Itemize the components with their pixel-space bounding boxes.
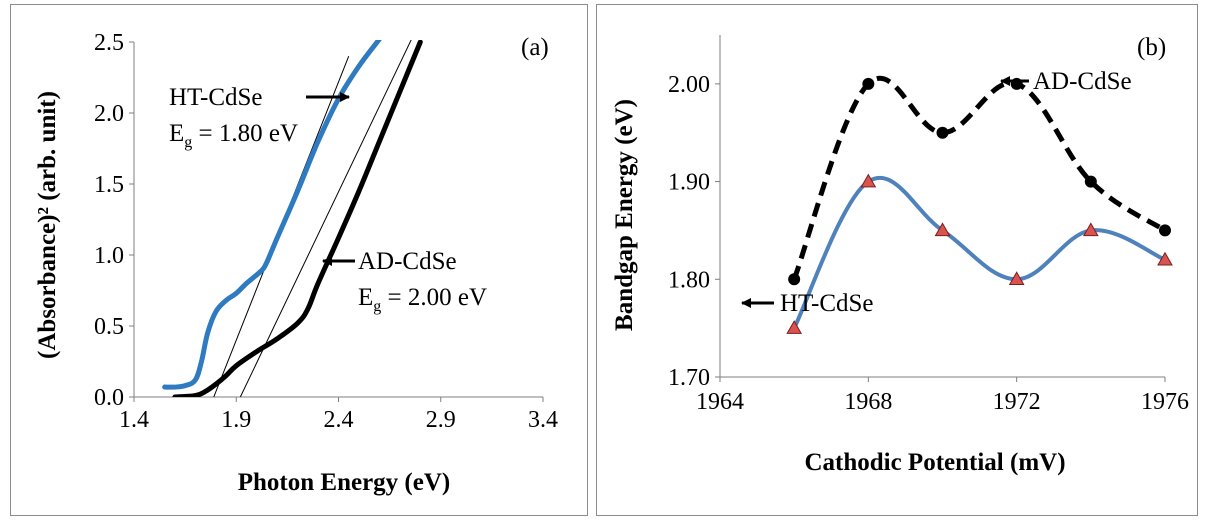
y-tick-label-a: 1.5 xyxy=(94,172,124,198)
plot-area-a xyxy=(162,40,423,397)
y-tick-label-a: 1.0 xyxy=(94,243,124,269)
ad-cdse-label: AD-CdSe xyxy=(358,248,457,275)
eg-subscript: g xyxy=(184,134,192,151)
y-axis-title-b: Bandgap Energy (eV) xyxy=(611,99,638,331)
x-tick-label-b: 1968 xyxy=(844,389,892,415)
x-tick-label-a: 2.9 xyxy=(426,407,456,433)
ht-cdse-point xyxy=(934,222,951,237)
y-tick-label-a: 0.5 xyxy=(94,314,124,340)
x-tick-label-b: 1964 xyxy=(696,389,744,415)
y-tick-label-b: 2.00 xyxy=(668,72,710,98)
series-ht-cdse-line xyxy=(162,40,382,390)
eg-subscript: g xyxy=(373,298,381,315)
chart-b-svg: 1.70 1.80 1.90 2.00 1964 1968 1972 1976 AD-CdSe H… xyxy=(611,34,1189,476)
eg-value: = 2.00 eV xyxy=(381,284,487,311)
y-tick-label-a: 2.5 xyxy=(94,30,124,56)
panel-b-label: (b) xyxy=(1137,34,1166,61)
ad-cdse-point xyxy=(1159,224,1171,237)
y-tick-label-a: 2.0 xyxy=(94,101,124,127)
chart-a-svg: 0.0 0.5 1.0 1.5 2.0 2.5 1.4 1.9 2.4 2.9 3.4 HT-CdSe… xyxy=(34,30,558,496)
ad-cdse-point xyxy=(1084,175,1097,188)
x-axis-title-b: Cathodic Potential (mV) xyxy=(804,449,1065,476)
ad-cdse-point xyxy=(862,77,875,90)
ht-cdse-label: HT-CdSe xyxy=(169,84,263,111)
x-axis-title-a: Photon Energy (eV) xyxy=(238,469,450,496)
ad-cdse-point xyxy=(936,126,949,139)
ht-cdse-point xyxy=(786,320,803,334)
series-ad-cdse-line xyxy=(791,75,1167,281)
ad-cdse-point xyxy=(788,273,801,286)
panel-a-label: (a) xyxy=(521,34,549,61)
y-tick-label-b: 1.80 xyxy=(668,267,710,293)
series-ad-cdse-line xyxy=(172,40,423,397)
ht-cdse-label: HT-CdSe xyxy=(780,290,874,317)
x-tick-label-b: 1972 xyxy=(993,389,1041,415)
eg-value: = 1.80 eV xyxy=(192,120,298,147)
tangent-line-2 xyxy=(239,40,412,397)
eg-symbol: E xyxy=(169,120,184,147)
x-tick-label-a: 3.4 xyxy=(528,407,558,433)
panel-b-bandgap-chart: 1.70 1.80 1.90 2.00 1964 1968 1972 1976 AD-CdSe H… xyxy=(596,4,1198,516)
x-tick-label-b: 1976 xyxy=(1141,389,1189,415)
ht-cdse-point xyxy=(1082,222,1099,237)
x-tick-label-a: 1.4 xyxy=(119,407,149,433)
y-tick-label-b: 1.70 xyxy=(668,365,710,391)
ht-cdse-point xyxy=(1008,271,1025,286)
y-axis-title-a: (Absorbance)² (arb. unit) xyxy=(34,91,61,359)
y-tick-label-a: 0.0 xyxy=(94,385,124,411)
ht-cdse-eg-label: Eg = 1.80 eV xyxy=(169,120,298,151)
ad-cdse-label: AD-CdSe xyxy=(1033,68,1132,95)
y-tick-label-b: 1.90 xyxy=(668,170,710,196)
ht-cdse-point xyxy=(860,173,877,188)
x-tick-label-a: 1.9 xyxy=(221,407,251,433)
ht-cdse-point xyxy=(1157,251,1173,266)
x-tick-label-a: 2.4 xyxy=(324,407,354,433)
ad-cdse-eg-label: Eg = 2.00 eV xyxy=(358,284,487,315)
panel-a-absorbance-chart: 0.0 0.5 1.0 1.5 2.0 2.5 1.4 1.9 2.4 2.9 3.4 HT-CdSe… xyxy=(10,4,588,516)
eg-symbol: E xyxy=(358,284,373,311)
